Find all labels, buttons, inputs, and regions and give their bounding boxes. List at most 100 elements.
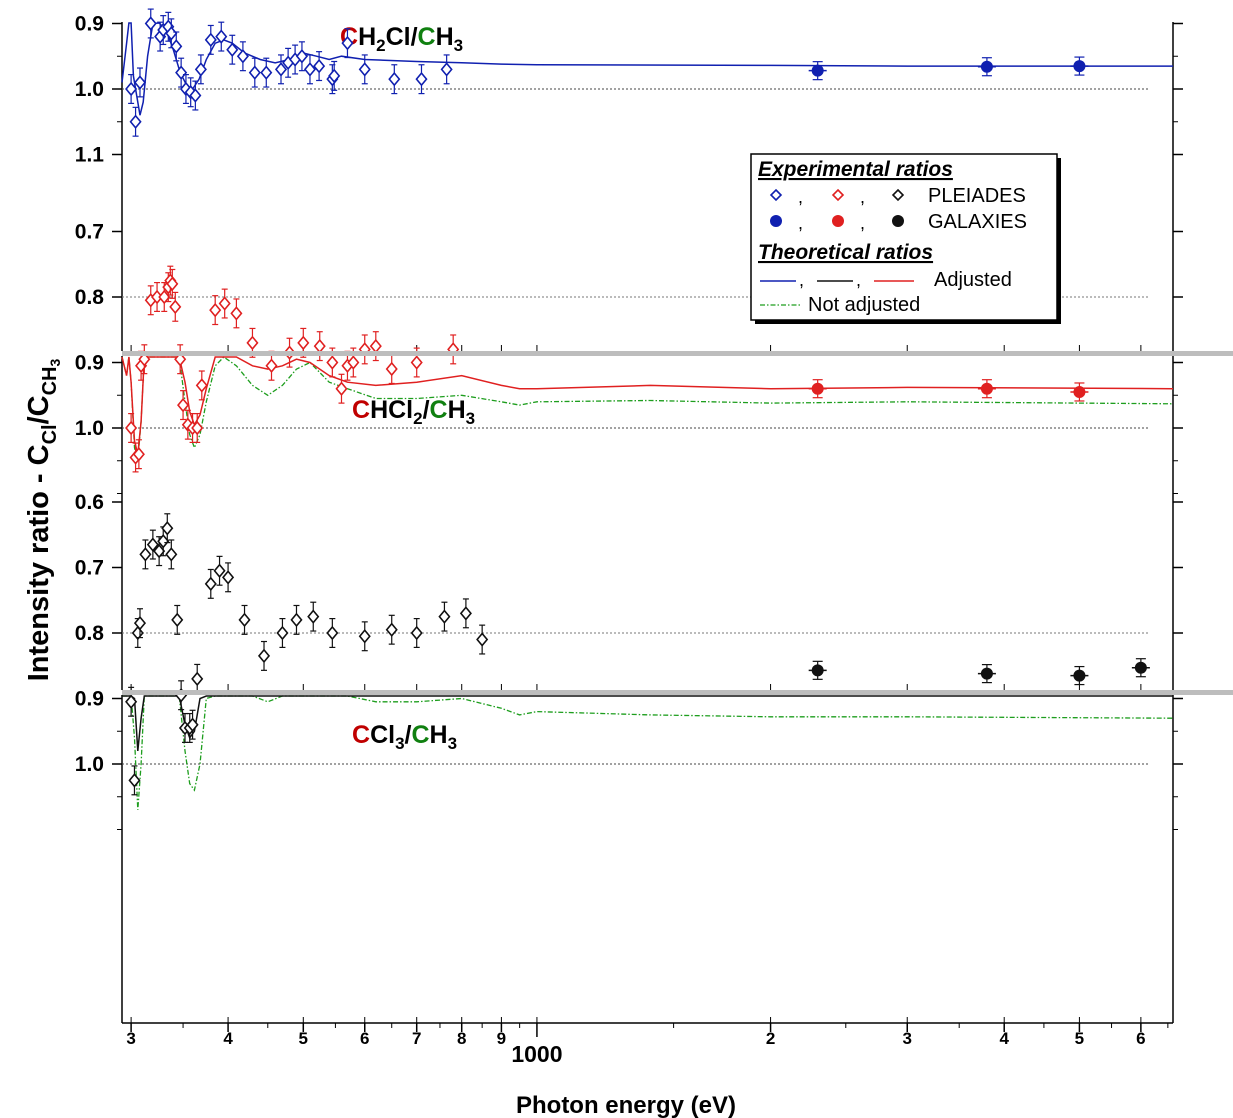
pleiades-marker (246, 335, 259, 351)
pleiades-point (204, 24, 217, 55)
pleiades-marker (174, 351, 187, 367)
pleiades-marker (189, 88, 202, 103)
legend-comma: , (798, 213, 803, 233)
pleiades-point (222, 562, 235, 593)
pleiades-marker (194, 62, 207, 77)
pleiades-point (171, 604, 184, 635)
galaxies-marker (1073, 385, 1086, 398)
pleiades-point (341, 28, 354, 59)
y-tick-label: 0.7 (75, 557, 104, 580)
legend-diamond-red (831, 188, 845, 202)
legend: Experimental ratios , , PLEIADES , , GAL… (750, 153, 1061, 324)
legend-theo-title: Theoretical ratios (758, 241, 933, 264)
pleiades-point (191, 663, 204, 694)
panel-title: CHCl2/CH3 (352, 396, 475, 428)
panel-title-part: H (358, 23, 376, 51)
pleiades-point (175, 680, 188, 711)
pleiades-marker (144, 16, 157, 31)
pleiades-marker (341, 35, 354, 51)
pleiades-marker (313, 338, 326, 354)
legend-galaxies-row: , , GALAXIES (770, 211, 1027, 233)
pleiades-marker (438, 609, 451, 624)
y-axis-label-sub3: 3 (47, 359, 63, 367)
pleiades-marker (297, 335, 310, 351)
panel-title-part: C (352, 396, 370, 424)
legend-comma: , (860, 187, 865, 207)
pleiades-marker (385, 622, 398, 637)
legend-pleiades-row: , , PLEIADES (769, 185, 1026, 207)
panel-title: CCl3/CH3 (352, 721, 457, 753)
pleiades-point (358, 334, 371, 365)
x-tick-label: 8 (457, 1029, 466, 1048)
pleiades-point (274, 54, 288, 85)
x-tick-label: 1000 (511, 1041, 562, 1067)
y-tick-label: 0.6 (75, 491, 104, 514)
x-axis-label: Photon energy (eV) (516, 1092, 736, 1118)
pleiades-point (388, 64, 401, 95)
pleiades-point (133, 67, 147, 98)
galaxies-marker (1073, 669, 1086, 682)
pleiades-point (215, 21, 228, 52)
pleiades-marker (125, 420, 138, 436)
pleiades-point (290, 604, 303, 635)
pleiades-marker (215, 29, 228, 44)
y-tick-label: 0.8 (75, 286, 105, 309)
pleiades-marker (209, 302, 222, 318)
y-axis-label-sub2: CH (39, 367, 61, 396)
x-tick-label: 3 (903, 1029, 912, 1048)
legend-comma: , (856, 270, 861, 290)
pleiades-point (260, 57, 273, 88)
pleiades-marker (313, 58, 326, 74)
pleiades-point (139, 539, 152, 570)
series-adjusted-line (122, 695, 1173, 751)
galaxies-marker (811, 664, 824, 677)
pleiades-marker (204, 576, 217, 592)
pleiades-marker (230, 306, 243, 321)
legend-diamond-blue (769, 188, 783, 202)
galaxies-point (1070, 665, 1089, 686)
pleiades-point (132, 439, 145, 470)
pleiades-marker (257, 648, 271, 664)
pleiades-point (175, 57, 188, 88)
series-not-adjusted-line (122, 695, 1174, 810)
pleiades-marker (132, 446, 145, 462)
y-tick-label: 0.8 (75, 622, 105, 645)
galaxies-marker (980, 667, 993, 680)
pleiades-marker (459, 606, 472, 621)
pleiades-marker (175, 65, 188, 80)
pleiades-point (230, 298, 243, 329)
pleiades-point (218, 288, 231, 319)
pleiades-point (213, 555, 226, 586)
pleiades-point (276, 617, 289, 649)
legend-exp-title: Experimental ratios (758, 158, 953, 181)
series-adjusted-line (121, 22, 1173, 116)
panel-title-part: / (423, 396, 430, 424)
pleiades-point (128, 765, 141, 796)
pleiades-marker (415, 71, 428, 87)
chart-panels: 0.70.80.91.01.1CH2Cl/CH30.70.80.91.0CHCl… (75, 8, 1183, 1023)
pleiades-point (326, 347, 339, 378)
panel-title-part: C (352, 721, 370, 749)
pleiades-marker (476, 632, 489, 647)
pleiades-marker (388, 71, 401, 87)
panel-title-part: 3 (454, 36, 463, 55)
pleiades-marker (260, 65, 273, 80)
x-tick-label: 6 (360, 1029, 369, 1048)
pleiades-point (165, 539, 178, 570)
panel-title: CH2Cl/CH3 (340, 23, 463, 55)
panel-title-part: C (430, 396, 448, 424)
pleiades-point (177, 390, 190, 421)
pleiades-marker (276, 625, 289, 641)
x-tick-label: 5 (299, 1029, 308, 1048)
y-tick-label: 1.0 (75, 753, 104, 776)
pleiades-point (328, 60, 341, 91)
pleiades-marker (153, 543, 166, 559)
galaxies-marker (980, 60, 993, 73)
pleiades-marker (236, 49, 249, 64)
pleiades-point (438, 601, 451, 632)
pleiades-point (129, 106, 142, 137)
galaxies-marker (811, 382, 824, 395)
x-tick-label: 6 (1136, 1029, 1145, 1048)
pleiades-marker (358, 629, 371, 644)
